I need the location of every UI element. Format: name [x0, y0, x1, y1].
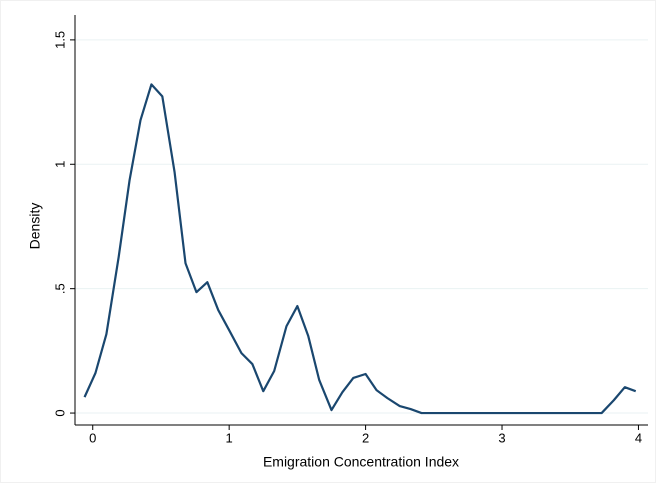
density-line — [83, 83, 637, 415]
y-tick-label: 1 — [52, 161, 67, 168]
x-axis-title: Emigration Concentration Index — [263, 454, 459, 470]
x-tick-label: 3 — [498, 430, 505, 445]
x-tick-label: 2 — [362, 430, 369, 445]
y-tick-label: .5 — [52, 283, 67, 294]
x-tick-label: 0 — [89, 430, 96, 445]
y-axis-title: Density — [27, 203, 43, 250]
y-tick-label: 1.5 — [52, 31, 67, 49]
y-tick-label: 0 — [52, 409, 67, 416]
x-tick-label: 4 — [635, 430, 642, 445]
x-tick-label: 1 — [226, 430, 233, 445]
